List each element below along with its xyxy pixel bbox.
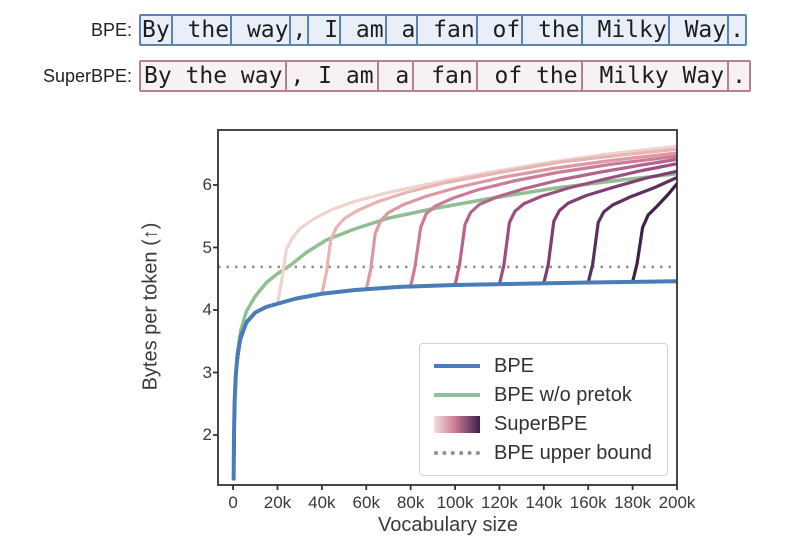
token-cell: a xyxy=(384,16,417,44)
x-tick-label: 200k xyxy=(658,493,696,512)
tokenization-row-bpe: BPE: By the way, I am a fan of the Milky… xyxy=(0,14,747,46)
token-cell: Way xyxy=(667,16,727,44)
x-tick-label: 40k xyxy=(308,493,336,512)
token-cell: a xyxy=(376,62,413,90)
x-tick-label: 120k xyxy=(480,493,518,512)
plot-spines xyxy=(213,129,678,490)
y-tick-label: 2 xyxy=(202,425,212,444)
tokenization-row-superbpe: SuperBPE: By the way, I am a fan of the … xyxy=(0,60,751,92)
x-tick-label: 160k xyxy=(569,493,607,512)
token-cell: fan xyxy=(412,62,475,90)
x-axis-label: Vocabulary size xyxy=(377,514,519,536)
x-tick-label: 180k xyxy=(614,493,652,512)
legend-entry: SuperBPE xyxy=(434,413,653,435)
y-axis-label: Bytes per token (↑) xyxy=(139,222,162,391)
token-cell: . xyxy=(727,16,745,44)
token-cell: By the way xyxy=(144,63,283,89)
y-tick-label: 4 xyxy=(202,300,212,319)
token-cell: , I am xyxy=(285,62,376,90)
token-cell: way xyxy=(230,16,289,44)
x-tick-label: 60k xyxy=(352,493,380,512)
legend-label: BPE w/o pretok xyxy=(494,384,632,406)
y-tick-label: 6 xyxy=(202,175,212,194)
legend-entry: BPE upper bound xyxy=(434,442,653,464)
chart-legend: BPE BPE w/o pretok SuperBPE BPE upper bound xyxy=(419,343,668,476)
legend-swatch-line xyxy=(434,393,480,397)
legend-swatch-dotted xyxy=(434,451,480,455)
token-sequence-superbpe: By the way, I am a fan of the Milky Way. xyxy=(139,60,751,92)
token-cell: fan xyxy=(416,16,475,44)
y-tick-label: 3 xyxy=(202,362,212,382)
token-cell: the xyxy=(170,16,230,44)
token-cell: of the xyxy=(475,62,581,90)
legend-label: BPE upper bound xyxy=(494,442,652,464)
x-tick-label: 80k xyxy=(396,493,425,512)
x-tick-label: 0 xyxy=(228,493,238,512)
tokenization-row-label: SuperBPE: xyxy=(42,66,132,86)
y-tick-label: 5 xyxy=(202,237,212,257)
legend-entry: BPE xyxy=(434,355,653,377)
x-tick-label: 20k xyxy=(263,493,292,512)
token-cell: of xyxy=(475,16,522,44)
legend-entry: BPE w/o pretok xyxy=(434,384,653,406)
token-cell: , xyxy=(289,16,307,44)
token-cell: the xyxy=(521,16,580,44)
legend-label: SuperBPE xyxy=(494,413,588,435)
tokenization-row-label: BPE: xyxy=(90,20,132,40)
legend-label: BPE xyxy=(494,355,535,377)
token-sequence-bpe: By the way, I am a fan of the Milky Way. xyxy=(139,14,747,46)
x-tick-label: 100k xyxy=(436,493,474,512)
token-cell: . xyxy=(727,62,749,90)
token-cell: I xyxy=(307,16,339,44)
series-bpe xyxy=(231,279,677,481)
token-cell: Milky xyxy=(580,16,668,44)
x-tick-label: 140k xyxy=(525,493,563,512)
token-cell: am xyxy=(339,16,385,44)
legend-swatch-line xyxy=(434,364,480,368)
legend-swatch-gradient xyxy=(434,415,480,433)
token-cell: Milky Way xyxy=(580,62,727,90)
token-cell: By xyxy=(142,17,170,43)
